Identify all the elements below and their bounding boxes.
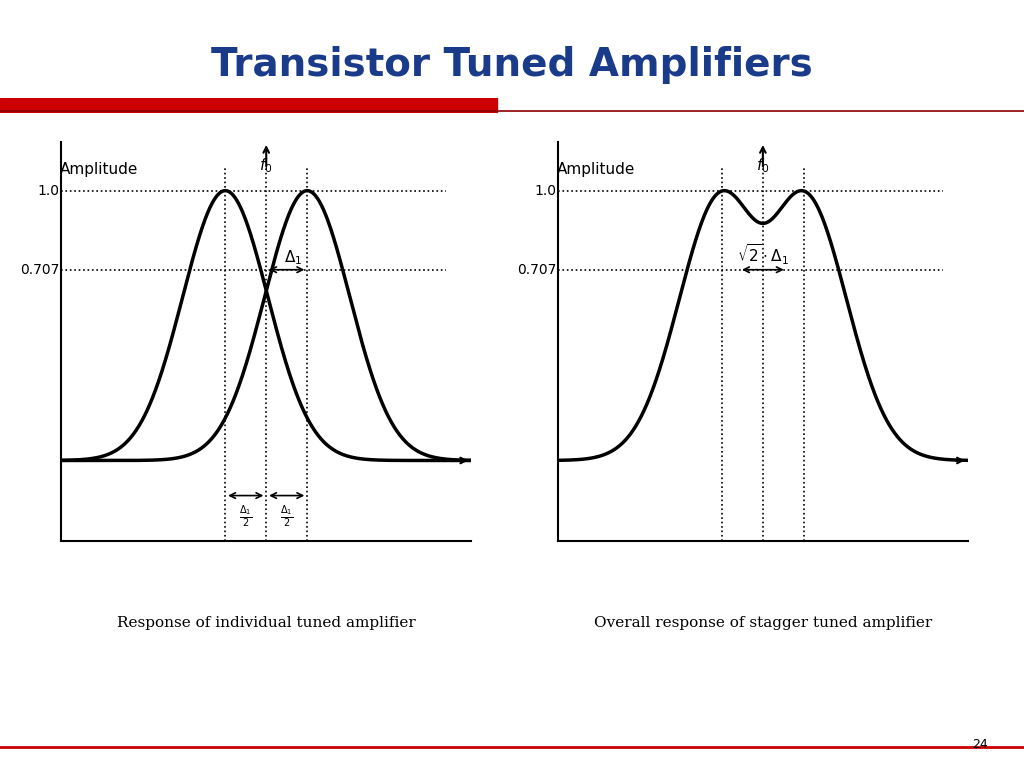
Text: $f_0$: $f_0$	[756, 157, 770, 175]
Text: $\frac{\Delta_1}{2}$: $\frac{\Delta_1}{2}$	[239, 505, 253, 530]
Text: 0.707: 0.707	[20, 263, 59, 276]
Text: Transistor Tuned Amplifiers: Transistor Tuned Amplifiers	[211, 46, 813, 84]
Text: Response of individual tuned amplifier: Response of individual tuned amplifier	[117, 616, 416, 631]
Text: Overall response of stagger tuned amplifier: Overall response of stagger tuned amplif…	[594, 616, 932, 631]
Text: $\frac{\Delta_1}{2}$: $\frac{\Delta_1}{2}$	[280, 505, 294, 530]
Text: 1.0: 1.0	[38, 184, 59, 197]
Text: 24: 24	[973, 739, 988, 751]
Text: 0.707: 0.707	[517, 263, 556, 276]
Bar	[0, 98, 497, 113]
Text: Amplitude: Amplitude	[59, 161, 138, 177]
Text: Amplitude: Amplitude	[556, 161, 635, 177]
Text: 1.0: 1.0	[535, 184, 556, 197]
Text: $\Delta_1$: $\Delta_1$	[284, 248, 302, 266]
Text: $\sqrt{2}\cdot\Delta_1$: $\sqrt{2}\cdot\Delta_1$	[737, 242, 788, 266]
Text: $f_0$: $f_0$	[259, 157, 273, 175]
